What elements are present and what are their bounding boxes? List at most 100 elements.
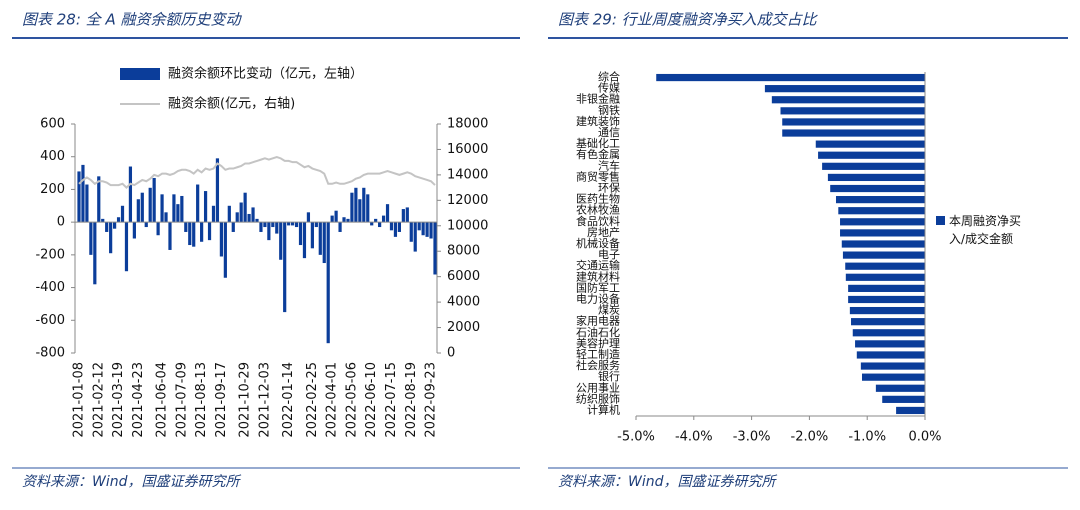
bar bbox=[370, 222, 374, 226]
bar bbox=[782, 129, 925, 137]
y-tick-label: 计算机 bbox=[587, 402, 620, 416]
bar bbox=[223, 222, 227, 278]
bar bbox=[849, 306, 925, 315]
x-tick-label: 2022-05-06 bbox=[344, 362, 359, 438]
bar bbox=[656, 73, 925, 82]
y2-tick-label: 4000 bbox=[447, 295, 480, 310]
bar bbox=[302, 222, 307, 259]
bar bbox=[378, 222, 382, 228]
bar bbox=[93, 222, 97, 285]
bar bbox=[251, 207, 255, 223]
y2-tick-label: 8000 bbox=[447, 244, 480, 259]
y-tick-label: 电力设备 bbox=[576, 291, 620, 305]
bar bbox=[405, 207, 409, 223]
y-tick-label: 综合 bbox=[598, 70, 620, 84]
y-tick-label: 社会服务 bbox=[576, 358, 620, 372]
bar bbox=[827, 173, 925, 182]
bar bbox=[255, 218, 259, 223]
bar bbox=[838, 207, 925, 215]
bar bbox=[310, 222, 314, 249]
bar bbox=[374, 218, 378, 223]
bar bbox=[882, 395, 925, 403]
chart-title: 图表 28: 全 A 融资余额历史变动 bbox=[22, 11, 242, 29]
bar bbox=[101, 218, 105, 223]
bar bbox=[279, 222, 283, 260]
x-tick-label: 2022-08-19 bbox=[404, 362, 419, 438]
x-tick-label: 2021-01-08 bbox=[72, 362, 87, 438]
y-tick-label: 交通运输 bbox=[576, 258, 620, 272]
x-tick-label: 2021-09-17 bbox=[214, 362, 229, 438]
bar bbox=[105, 222, 109, 232]
x-tick-label: -3.0% bbox=[733, 430, 771, 445]
legend-label: 融资余额环比变动（亿元，左轴） bbox=[168, 66, 363, 82]
legend-label: 融资余额(亿元，右轴) bbox=[168, 96, 295, 112]
bar bbox=[132, 222, 136, 239]
y2-tick-label: 12000 bbox=[447, 193, 488, 208]
bar bbox=[215, 158, 220, 223]
x-tick-label: 2022-04-01 bbox=[325, 362, 340, 438]
source: 资料来源：Wind，国盛证券研究所 bbox=[558, 474, 777, 490]
y-tick-label: 房地产 bbox=[587, 225, 620, 239]
bar bbox=[848, 295, 925, 304]
x-tick-label: 2021-08-13 bbox=[194, 362, 209, 438]
bar bbox=[247, 213, 251, 223]
bar bbox=[263, 222, 267, 228]
bar bbox=[188, 222, 192, 246]
y-tick-label: 银行 bbox=[598, 369, 620, 383]
y-tick-label: -400 bbox=[35, 280, 65, 295]
bar bbox=[855, 340, 925, 348]
x-tick-label: 2022-02-25 bbox=[305, 362, 320, 438]
y-tick-label: 轻工制造 bbox=[576, 347, 620, 361]
bar bbox=[144, 222, 148, 228]
bar bbox=[227, 205, 231, 223]
bar bbox=[211, 205, 216, 223]
bar bbox=[156, 222, 160, 236]
bar bbox=[291, 222, 295, 226]
x-tick-label: 0.0% bbox=[908, 430, 941, 445]
bar bbox=[231, 222, 235, 232]
bar bbox=[856, 351, 925, 359]
y-tick-label: 公用事业 bbox=[576, 381, 620, 394]
y2-tick-label: 2000 bbox=[447, 320, 480, 335]
bar bbox=[128, 166, 133, 223]
bar bbox=[207, 222, 212, 241]
bar bbox=[89, 222, 93, 255]
bar bbox=[271, 222, 275, 228]
y-tick-label: 煤炭 bbox=[598, 304, 620, 317]
y2-tick-label: 6000 bbox=[447, 269, 480, 284]
bar bbox=[97, 176, 101, 223]
y-tick-label: 家用电器 bbox=[576, 314, 620, 328]
bar bbox=[287, 222, 291, 226]
bar bbox=[124, 222, 129, 272]
y2-tick-label: 0 bbox=[447, 346, 455, 361]
bar bbox=[822, 162, 925, 170]
bar bbox=[845, 262, 925, 270]
x-tick-label: 2022-06-10 bbox=[364, 362, 379, 438]
bar bbox=[196, 184, 200, 223]
y-tick-label: 电子 bbox=[598, 248, 620, 261]
bar bbox=[172, 194, 176, 223]
bar bbox=[176, 204, 180, 223]
bar bbox=[362, 187, 366, 223]
bar bbox=[848, 284, 925, 292]
y-tick-label: -200 bbox=[35, 247, 65, 262]
bar bbox=[219, 222, 223, 257]
bar bbox=[160, 194, 164, 223]
bar bbox=[409, 222, 413, 242]
bar bbox=[354, 187, 358, 223]
bar bbox=[861, 373, 925, 381]
y-tick-label: 建筑装饰 bbox=[576, 114, 620, 128]
y-tick-label: 基础化工 bbox=[576, 136, 620, 150]
bar bbox=[429, 222, 433, 239]
legend-swatch bbox=[936, 216, 945, 225]
legend-swatch bbox=[120, 68, 160, 80]
bar bbox=[397, 222, 401, 232]
bar bbox=[314, 222, 318, 228]
bar bbox=[140, 192, 144, 223]
bar bbox=[148, 187, 152, 223]
y-tick-label: 建筑材料 bbox=[576, 269, 620, 283]
bar bbox=[840, 218, 925, 226]
y-tick-label: 美容护理 bbox=[576, 336, 620, 350]
bar bbox=[381, 215, 386, 223]
